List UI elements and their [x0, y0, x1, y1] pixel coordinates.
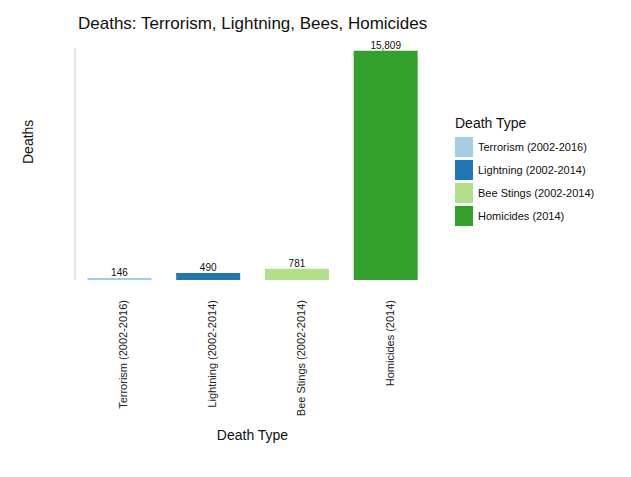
- svg-text:Homicides (2014): Homicides (2014): [384, 300, 396, 386]
- html-text:Deaths: Terrorism, Lightning,: Deaths: Terrorism, Lightning, Bees, Homi…: [78, 14, 428, 33]
- svg-text:Deaths: Deaths: [20, 120, 36, 164]
- svg-text:490: 490: [200, 262, 217, 273]
- svg-text:Bee Stings (2002-2014): Bee Stings (2002-2014): [295, 300, 307, 416]
- svg-text:Death Type: Death Type: [217, 427, 289, 443]
- html-text:Homicides (2014): Homicides (2014): [478, 209, 565, 222]
- svg-text:15,809: 15,809: [370, 40, 401, 51]
- html-text:Lightning (2002-2014): Lightning (2002-2014): [478, 163, 586, 176]
- html-text:Bee Stings (2002-2014): Bee Stings (2002-2014): [478, 186, 595, 199]
- svg-text:Terrorism (2002-2016): Terrorism (2002-2016): [117, 300, 129, 409]
- svg-text:146: 146: [111, 267, 128, 278]
- html-text:Terrorism (2002-2016): Terrorism (2002-2016): [478, 140, 587, 153]
- svg-text:Lightning (2002-2014): Lightning (2002-2014): [206, 300, 218, 408]
- svg-text:781: 781: [289, 258, 306, 269]
- html-text:Death Type: Death Type: [455, 115, 527, 131]
